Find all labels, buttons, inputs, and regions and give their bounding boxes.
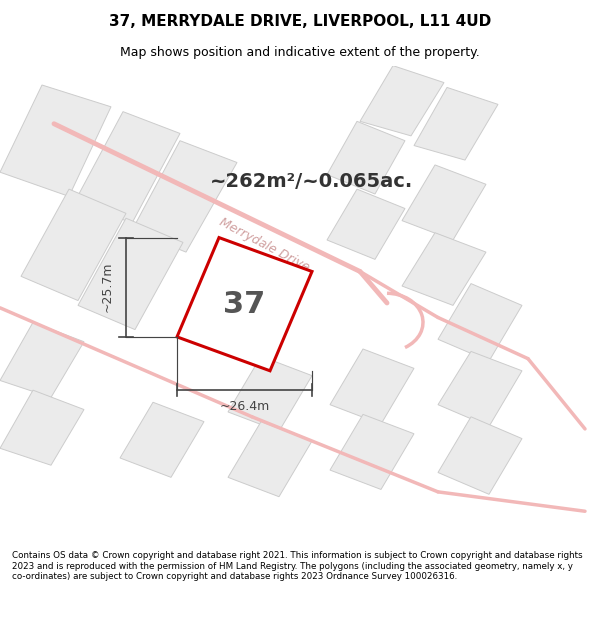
- Polygon shape: [132, 141, 237, 252]
- Polygon shape: [330, 414, 414, 489]
- Polygon shape: [402, 232, 486, 306]
- Polygon shape: [438, 284, 522, 361]
- Polygon shape: [327, 189, 405, 259]
- Polygon shape: [438, 351, 522, 426]
- Polygon shape: [402, 165, 486, 240]
- Polygon shape: [177, 238, 312, 371]
- Polygon shape: [228, 422, 312, 497]
- Text: 37, MERRYDALE DRIVE, LIVERPOOL, L11 4UD: 37, MERRYDALE DRIVE, LIVERPOOL, L11 4UD: [109, 14, 491, 29]
- Polygon shape: [21, 189, 126, 301]
- Polygon shape: [228, 356, 312, 431]
- Polygon shape: [327, 121, 405, 194]
- Text: Map shows position and indicative extent of the property.: Map shows position and indicative extent…: [120, 46, 480, 59]
- Polygon shape: [438, 417, 522, 494]
- Polygon shape: [0, 322, 84, 398]
- Polygon shape: [330, 349, 414, 424]
- Polygon shape: [120, 402, 204, 478]
- Text: 37: 37: [223, 289, 266, 319]
- Polygon shape: [360, 66, 444, 136]
- Polygon shape: [414, 88, 498, 160]
- Text: ~25.7m: ~25.7m: [101, 262, 114, 312]
- Text: Contains OS data © Crown copyright and database right 2021. This information is : Contains OS data © Crown copyright and d…: [12, 551, 583, 581]
- Text: ~26.4m: ~26.4m: [220, 400, 269, 413]
- Polygon shape: [78, 218, 183, 329]
- Polygon shape: [0, 390, 84, 465]
- Text: Merrydale Drive: Merrydale Drive: [217, 216, 311, 274]
- Polygon shape: [75, 112, 180, 223]
- Text: ~262m²/~0.065ac.: ~262m²/~0.065ac.: [210, 173, 413, 191]
- Polygon shape: [0, 85, 111, 196]
